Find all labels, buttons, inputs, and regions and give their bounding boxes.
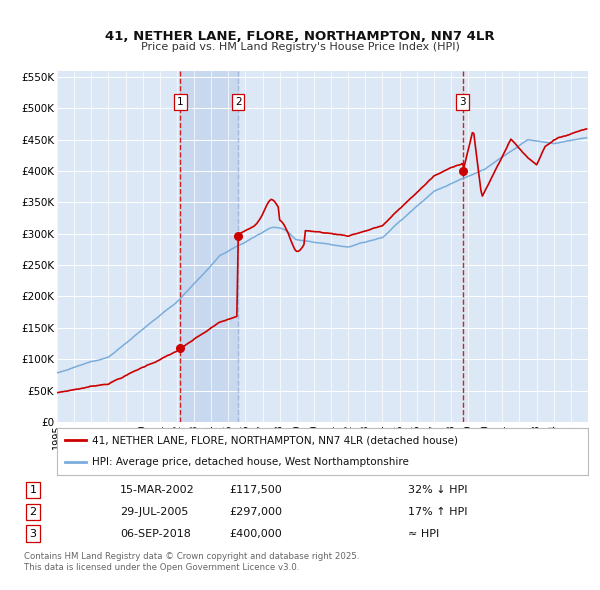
Text: 1: 1 xyxy=(177,97,184,107)
Text: 3: 3 xyxy=(459,97,466,107)
Text: 2: 2 xyxy=(235,97,242,107)
Text: £400,000: £400,000 xyxy=(229,529,282,539)
Text: 32% ↓ HPI: 32% ↓ HPI xyxy=(408,485,467,495)
Bar xyxy=(181,71,238,422)
Text: £297,000: £297,000 xyxy=(229,507,282,517)
Text: 41, NETHER LANE, FLORE, NORTHAMPTON, NN7 4LR (detached house): 41, NETHER LANE, FLORE, NORTHAMPTON, NN7… xyxy=(92,435,458,445)
Text: 15-MAR-2002: 15-MAR-2002 xyxy=(120,485,195,495)
Text: 3: 3 xyxy=(29,529,37,539)
Text: 2: 2 xyxy=(29,507,37,517)
Text: Contains HM Land Registry data © Crown copyright and database right 2025.
This d: Contains HM Land Registry data © Crown c… xyxy=(24,552,359,572)
Text: 41, NETHER LANE, FLORE, NORTHAMPTON, NN7 4LR: 41, NETHER LANE, FLORE, NORTHAMPTON, NN7… xyxy=(105,30,495,43)
Text: 1: 1 xyxy=(29,485,37,495)
Text: 29-JUL-2005: 29-JUL-2005 xyxy=(120,507,188,517)
Text: 17% ↑ HPI: 17% ↑ HPI xyxy=(408,507,467,517)
Text: £117,500: £117,500 xyxy=(229,485,282,495)
Text: Price paid vs. HM Land Registry's House Price Index (HPI): Price paid vs. HM Land Registry's House … xyxy=(140,42,460,52)
Text: 06-SEP-2018: 06-SEP-2018 xyxy=(120,529,191,539)
Text: ≈ HPI: ≈ HPI xyxy=(408,529,439,539)
Text: HPI: Average price, detached house, West Northamptonshire: HPI: Average price, detached house, West… xyxy=(92,457,409,467)
